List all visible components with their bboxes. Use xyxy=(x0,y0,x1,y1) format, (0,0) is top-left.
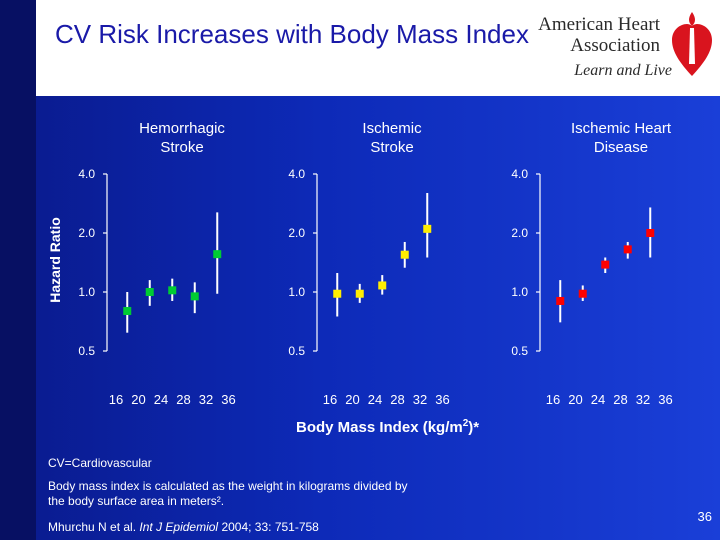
x-tick-label: 20 xyxy=(568,392,582,407)
y-tick-label: 1.0 xyxy=(288,285,305,299)
aha-heart-torch-icon xyxy=(672,12,712,76)
panel-title: Stroke xyxy=(370,139,413,156)
x-tick-label: 28 xyxy=(613,392,627,407)
y-tick-label: 0.5 xyxy=(511,344,528,358)
x-tick-label: 32 xyxy=(636,392,650,407)
hazard-ratio-point xyxy=(333,289,342,298)
hazard-ratio-point xyxy=(168,286,177,295)
hazard-ratio-point xyxy=(646,229,655,237)
x-tick-label: 36 xyxy=(221,392,235,407)
x-tick-label: 32 xyxy=(199,392,213,407)
panel-title: Ischemic Heart xyxy=(571,120,672,137)
y-tick-label: 2.0 xyxy=(511,226,528,240)
hazard-ratio-point xyxy=(556,296,565,305)
x-tick-label: 28 xyxy=(176,392,190,407)
y-tick-label: 2.0 xyxy=(78,226,95,240)
hazard-ratio-chart: Hazard Ratio 4.0 2.0 1.0 0.5 Hemorrhagic Strok… xyxy=(47,120,673,407)
slide-title: CV Risk Increases with Body Mass Index xyxy=(55,19,529,49)
x-tick-label: 32 xyxy=(413,392,427,407)
x-tick-label: 20 xyxy=(131,392,145,407)
citation-journal: Int J Epidemiol xyxy=(139,520,219,534)
x-tick-label: 24 xyxy=(591,392,605,407)
hazard-ratio-point xyxy=(123,306,132,315)
panel-title: Ischemic xyxy=(362,120,422,137)
x-tick-label: 36 xyxy=(435,392,449,407)
x-tick-label: 36 xyxy=(658,392,672,407)
aha-logo-text: American Heart Association xyxy=(538,14,660,56)
x-tick-label: 16 xyxy=(323,392,337,407)
footnote-abbreviation: CV=Cardiovascular xyxy=(48,456,152,470)
hazard-ratio-point xyxy=(213,250,222,259)
hazard-ratio-point xyxy=(355,289,364,298)
panel-title: Hemorrhagic xyxy=(139,120,225,137)
aha-tagline: Learn and Live xyxy=(574,62,672,79)
y-tick-label: 0.5 xyxy=(288,344,305,358)
y-tick-label: 4.0 xyxy=(511,167,528,181)
y-tick-label: 0.5 xyxy=(78,344,95,358)
hazard-ratio-point xyxy=(400,250,409,259)
y-tick-label: 4.0 xyxy=(78,167,95,181)
hazard-ratio-point xyxy=(623,245,632,254)
citation-author: Mhurchu N et al. xyxy=(48,520,137,534)
y-tick-label: 2.0 xyxy=(288,226,305,240)
y-axis-label: Hazard Ratio xyxy=(47,217,63,303)
hazard-ratio-point xyxy=(145,288,154,296)
y-tick-label: 1.0 xyxy=(78,285,95,299)
hazard-ratio-point xyxy=(601,260,610,269)
x-tick-label: 16 xyxy=(546,392,560,407)
hazard-ratio-point xyxy=(423,224,432,233)
x-tick-label: 28 xyxy=(390,392,404,407)
x-tick-label: 24 xyxy=(154,392,168,407)
footnote-bmi-definition: Body mass index is calculated as the wei… xyxy=(48,479,408,508)
panel-title: Disease xyxy=(594,139,648,156)
title-banner xyxy=(36,0,720,96)
hazard-ratio-point xyxy=(190,292,199,301)
left-accent-bar xyxy=(0,0,36,540)
x-axis-title-text: Body Mass Index (kg/m2)* xyxy=(296,418,480,436)
slide-number: 36 xyxy=(697,509,712,524)
citation: Mhurchu N et al. Int J Epidemiol 2004; 3… xyxy=(48,520,319,535)
citation-details: 2004; 33: 751-758 xyxy=(221,520,319,534)
y-tick-label: 1.0 xyxy=(511,285,528,299)
x-axis-title: Body Mass Index (kg/m2)* xyxy=(296,418,479,436)
y-tick-label: 4.0 xyxy=(288,167,305,181)
hazard-ratio-point xyxy=(378,281,387,290)
hazard-ratio-point xyxy=(578,289,587,298)
panel-title: Stroke xyxy=(160,139,203,156)
x-tick-label: 20 xyxy=(345,392,359,407)
x-tick-label: 24 xyxy=(368,392,382,407)
x-tick-label: 16 xyxy=(109,392,123,407)
